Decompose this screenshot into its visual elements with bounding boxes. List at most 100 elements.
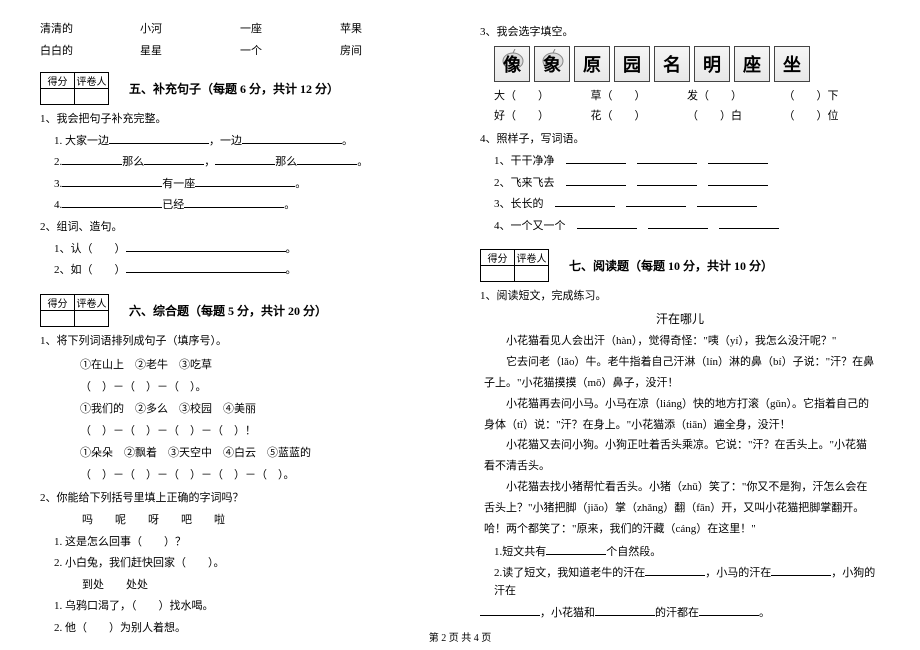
score-label: 得分 bbox=[41, 294, 75, 310]
blank[interactable] bbox=[566, 153, 626, 164]
score-cell[interactable] bbox=[41, 89, 75, 105]
blank[interactable] bbox=[595, 605, 655, 616]
blank[interactable] bbox=[566, 175, 626, 186]
char-tiles: 像 象 原 园 名 明 座 坐 bbox=[494, 46, 880, 82]
q6-1: 1、将下列词语排列成句子（填序号）。 bbox=[40, 333, 440, 351]
left-column: 清清的 小河 一座 苹果 白白的 星星 一个 房间 得分评卷人 五、补充句子（每… bbox=[40, 20, 440, 610]
blank[interactable] bbox=[708, 153, 768, 164]
tile: 坐 bbox=[774, 46, 810, 82]
q4-4: 4、一个又一个 bbox=[480, 218, 880, 236]
blank[interactable] bbox=[708, 175, 768, 186]
seq2: ①我们的 ②多么 ③校园 ④美丽 bbox=[40, 398, 440, 420]
fill-row-1: 大（ ） 草（ ） 发（ ） （ ）下 bbox=[480, 86, 880, 107]
blank[interactable] bbox=[480, 605, 540, 616]
score-box-5: 得分评卷人 五、补充句子（每题 6 分，共计 12 分） bbox=[40, 72, 440, 105]
seq2-pat[interactable]: （ ）－（ ）－（ ）－（ ）！ bbox=[40, 420, 440, 442]
reading-p4: 小花猫又去问小狗。小狗正吐着舌头乘凉。它说："汗？在舌头上。"小花猫看不清舌头。 bbox=[480, 435, 880, 477]
reading-p5: 小花猫去找小猪帮忙看舌头。小猪（zhū）笑了："你又不是狗，汗怎么会在舌头上？"… bbox=[480, 477, 880, 540]
q5-2: 2、组词、造句。 bbox=[40, 219, 440, 237]
q5-2-2: 2、如（ ）。 bbox=[40, 262, 440, 280]
blank[interactable] bbox=[555, 196, 615, 207]
fill-item[interactable]: （ ）下 bbox=[784, 86, 881, 107]
grader-label: 评卷人 bbox=[75, 294, 109, 310]
score-label: 得分 bbox=[41, 73, 75, 89]
blank[interactable] bbox=[626, 196, 686, 207]
fill-item[interactable]: 草（ ） bbox=[591, 86, 688, 107]
q5-1: 1、我会把句子补充完整。 bbox=[40, 111, 440, 129]
blank[interactable] bbox=[546, 544, 606, 555]
word: 小河 bbox=[140, 20, 240, 36]
score-table: 得分评卷人 bbox=[40, 294, 109, 327]
q4-1: 1、干干净净 bbox=[480, 153, 880, 171]
blank[interactable] bbox=[126, 241, 286, 252]
q4: 4、照样子，写词语。 bbox=[480, 131, 880, 149]
blank[interactable] bbox=[62, 154, 122, 165]
fill-item[interactable]: 好（ ） bbox=[494, 106, 591, 127]
q5-2-1: 1、认（ ）。 bbox=[40, 241, 440, 259]
tile: 明 bbox=[694, 46, 730, 82]
blank[interactable] bbox=[126, 262, 286, 273]
q7-sub1: 1.短文共有个自然段。 bbox=[480, 544, 880, 562]
reading-p2: 它去问老（lǎo）牛。老牛指着自己汗淋（lín）淋的鼻（bí）子说："汗？在鼻子… bbox=[480, 352, 880, 394]
q5-1-1: 1. 大家一边，一边。 bbox=[40, 133, 440, 151]
blank[interactable] bbox=[645, 565, 705, 576]
blank[interactable] bbox=[144, 154, 204, 165]
blank[interactable] bbox=[109, 133, 209, 144]
word: 一个 bbox=[240, 42, 340, 58]
grader-label: 评卷人 bbox=[75, 73, 109, 89]
tile: 名 bbox=[654, 46, 690, 82]
q6-2-1: 1. 这是怎么回事（ ）？ bbox=[40, 534, 440, 552]
score-box-6: 得分评卷人 六、综合题（每题 5 分，共计 20 分） bbox=[40, 294, 440, 327]
right-column: 3、我会选字填空。 像 象 原 园 名 明 座 坐 大（ ） 草（ ） 发（ ）… bbox=[480, 20, 880, 610]
reading-p3: 小花猫再去问小马。小马在凉（liáng）快的地方打滚（gǔn）。它指着自己的身体… bbox=[480, 394, 880, 436]
blank[interactable] bbox=[699, 605, 759, 616]
seq1-pat[interactable]: （ ）－（ ）－（ ）。 bbox=[40, 376, 440, 398]
q4-3: 3、长长的 bbox=[480, 196, 880, 214]
q5-1-2: 2.那么，那么。 bbox=[40, 154, 440, 172]
fill-item[interactable]: （ ）位 bbox=[784, 106, 881, 127]
seq1: ①在山上 ②老牛 ③吃草 bbox=[40, 354, 440, 376]
q6-2: 2、你能给下列括号里填上正确的字词吗？ bbox=[40, 490, 440, 508]
word: 白白的 bbox=[40, 42, 140, 58]
word-match-row-2: 白白的 星星 一个 房间 bbox=[40, 42, 440, 58]
score-cell[interactable] bbox=[41, 310, 75, 326]
tile: 原 bbox=[574, 46, 610, 82]
blank[interactable] bbox=[242, 133, 342, 144]
q7-sub2b: ，小花猫和的汗都在。 bbox=[480, 605, 880, 623]
grader-cell[interactable] bbox=[515, 266, 549, 282]
blank[interactable] bbox=[62, 197, 162, 208]
score-table: 得分评卷人 bbox=[480, 249, 549, 282]
blank[interactable] bbox=[215, 154, 275, 165]
score-label: 得分 bbox=[481, 250, 515, 266]
reading-title: 汗在哪儿 bbox=[480, 310, 880, 327]
fill-item[interactable]: （ ）白 bbox=[687, 106, 784, 127]
blank[interactable] bbox=[577, 218, 637, 229]
q7-sub2: 2.读了短文，我知道老牛的汗在，小马的汗在，小狗的汗在 bbox=[480, 565, 880, 600]
blank[interactable] bbox=[637, 175, 697, 186]
grader-cell[interactable] bbox=[75, 310, 109, 326]
fill-item[interactable]: 发（ ） bbox=[687, 86, 784, 107]
reading-p1: 小花猫看见人会出汗（hàn），觉得奇怪："咦（yí），我怎么没汗呢？" bbox=[480, 331, 880, 352]
grader-cell[interactable] bbox=[75, 89, 109, 105]
blank[interactable] bbox=[62, 176, 162, 187]
tile: 象 bbox=[534, 46, 570, 82]
word: 一座 bbox=[240, 20, 340, 36]
fill-item[interactable]: 花（ ） bbox=[591, 106, 688, 127]
seq3: ①朵朵 ②飘着 ③天空中 ④白云 ⑤蓝蓝的 bbox=[40, 442, 440, 464]
blank[interactable] bbox=[637, 153, 697, 164]
blank[interactable] bbox=[719, 218, 779, 229]
page-footer: 第 2 页 共 4 页 bbox=[0, 629, 920, 644]
blank[interactable] bbox=[297, 154, 357, 165]
blank[interactable] bbox=[771, 565, 831, 576]
blank[interactable] bbox=[648, 218, 708, 229]
seq3-pat[interactable]: （ ）－（ ）－（ ）－（ ）－（ ）。 bbox=[40, 464, 440, 486]
blank[interactable] bbox=[697, 196, 757, 207]
q6-2-3: 1. 乌鸦口渴了，（ ）找水喝。 bbox=[40, 598, 440, 616]
score-cell[interactable] bbox=[481, 266, 515, 282]
q4-2: 2、飞来飞去 bbox=[480, 175, 880, 193]
blank[interactable] bbox=[195, 176, 295, 187]
q3: 3、我会选字填空。 bbox=[480, 24, 880, 42]
fill-item[interactable]: 大（ ） bbox=[494, 86, 591, 107]
q6-2-opts: 吗 呢 呀 吧 啦 bbox=[40, 512, 440, 530]
blank[interactable] bbox=[184, 197, 284, 208]
